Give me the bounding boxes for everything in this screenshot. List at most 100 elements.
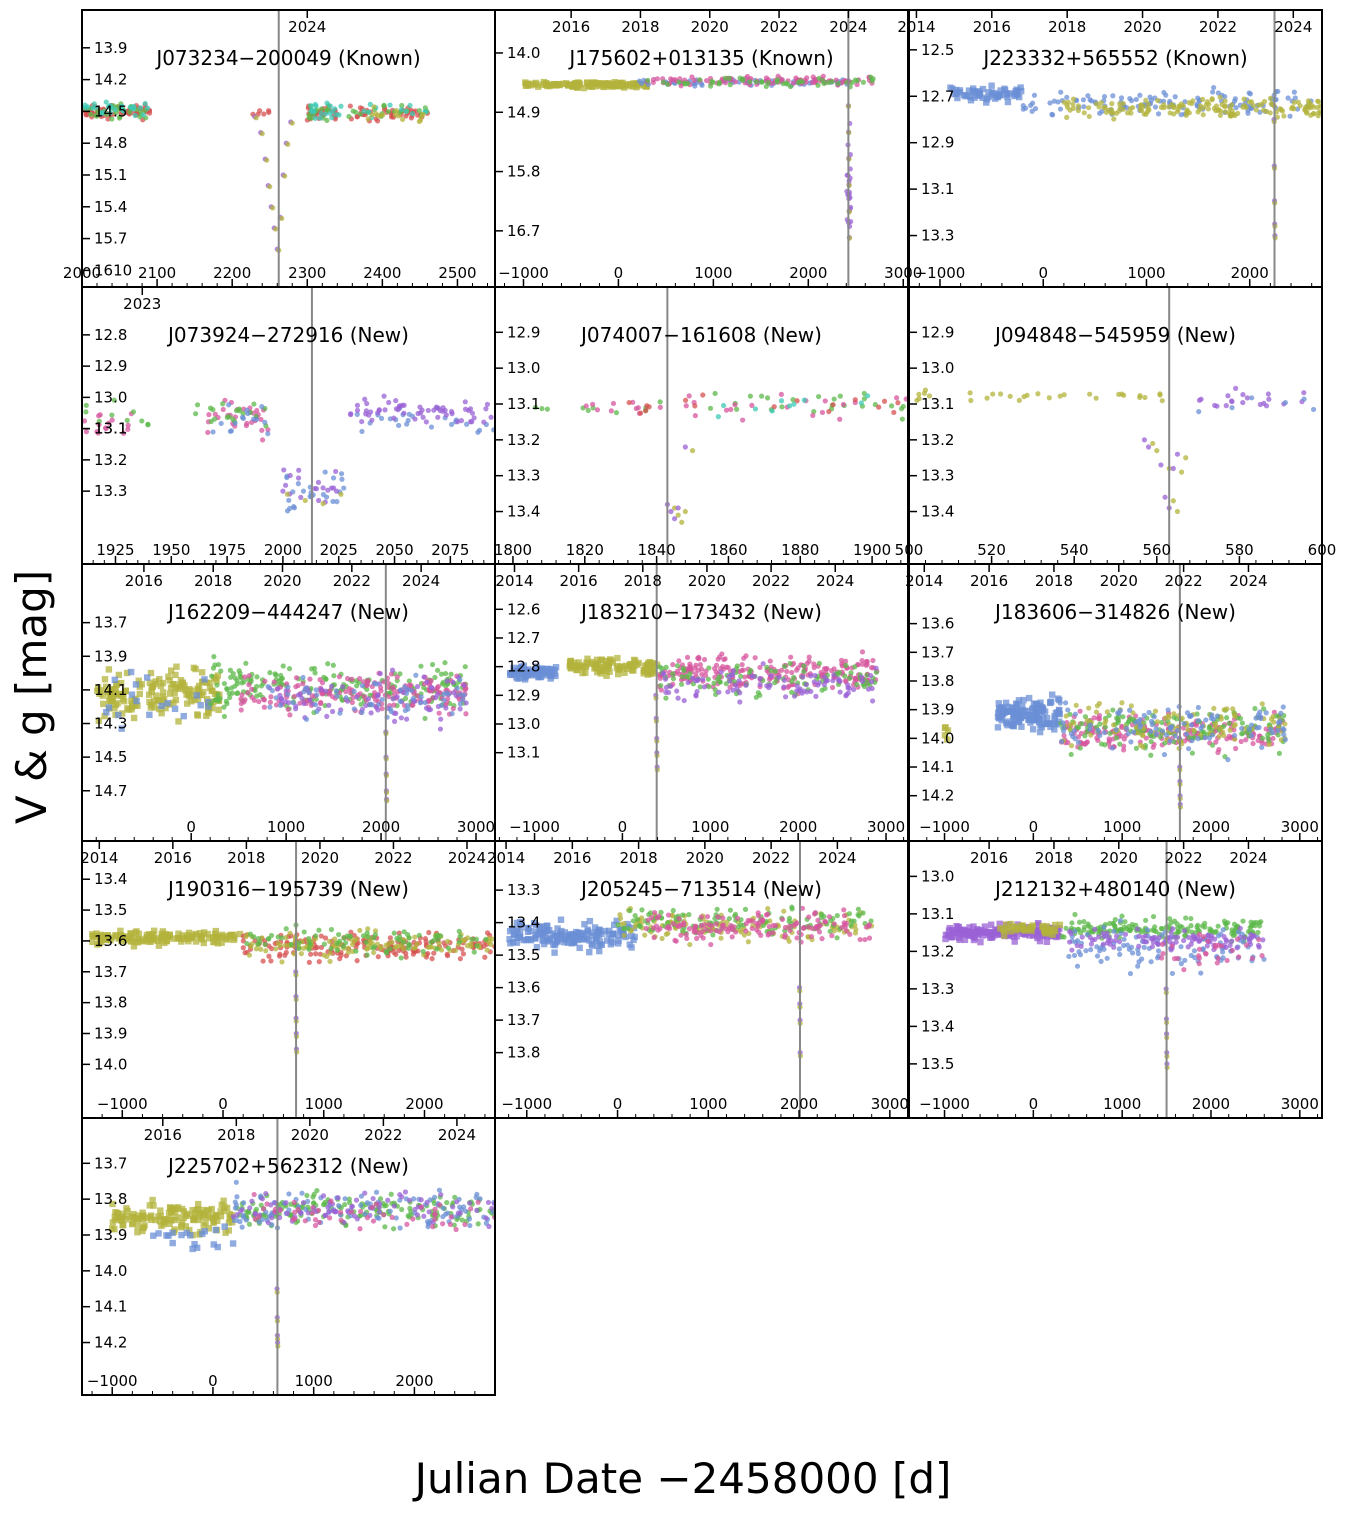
data-point-s1 [381, 103, 387, 109]
data-point-s4 [428, 684, 434, 690]
data-point-s2 [855, 912, 861, 918]
data-point-s0 [525, 936, 532, 943]
data-point-s1 [127, 668, 135, 676]
data-point-s3 [333, 468, 339, 475]
data-point-s1 [1064, 94, 1070, 100]
data-point-s0 [543, 927, 551, 935]
data-point-s0 [747, 393, 753, 399]
data-point-s0 [155, 696, 162, 704]
data-point-s2 [732, 911, 739, 917]
data-point-s5 [303, 685, 309, 691]
data-point-s2 [226, 690, 232, 697]
data-point-s0 [532, 922, 540, 929]
x-tick-label: 0 [614, 264, 624, 282]
data-point-s1 [944, 736, 951, 743]
data-point-s2 [1120, 106, 1126, 112]
data-point-s0 [899, 416, 905, 422]
data-point-s0 [612, 80, 619, 88]
data-point-s2 [378, 415, 385, 422]
data-point-s2 [1267, 95, 1274, 101]
data-point-s2 [1310, 406, 1317, 413]
data-point-s0 [545, 938, 552, 945]
x-tick-label: 520 [977, 541, 1006, 559]
data-points [94, 654, 469, 804]
data-point-s2 [259, 404, 265, 410]
data-point-s3 [407, 682, 413, 688]
data-point-s2 [468, 943, 474, 950]
top-year-label: 2016 [125, 572, 163, 590]
data-point-s2 [1143, 97, 1149, 103]
top-year-label: 2018 [1048, 18, 1086, 36]
data-point-s4 [693, 678, 699, 684]
data-point-s0 [598, 941, 606, 948]
y-tick-label: 15.8 [507, 163, 540, 181]
data-point-s3 [291, 693, 298, 699]
data-point-s0 [613, 410, 620, 416]
data-point-s3 [787, 927, 793, 933]
dip-point [675, 505, 681, 511]
data-point-s2 [327, 103, 333, 109]
data-point-s2 [345, 949, 351, 956]
data-point-s0 [135, 677, 142, 684]
data-point-s2 [1222, 98, 1228, 104]
data-point-s3 [1068, 751, 1074, 758]
dip-point [264, 157, 270, 163]
data-points [532, 390, 908, 525]
data-point-s2 [132, 112, 138, 118]
data-point-s1 [614, 662, 622, 670]
data-point-s2 [438, 671, 445, 677]
data-point-s3 [1110, 707, 1116, 713]
data-point-s3 [360, 933, 367, 939]
data-point-s0 [607, 935, 615, 942]
data-point-s3 [296, 945, 302, 951]
data-point-s2 [696, 654, 702, 660]
panel-7: 0 1000 2000 300013.713.914.114.314.514.7201… [81, 563, 496, 842]
data-point-s3 [861, 683, 868, 690]
data-point-s4 [1259, 701, 1265, 707]
data-point-s3 [386, 399, 392, 406]
data-point-s4 [328, 683, 335, 689]
data-point-s3 [778, 398, 785, 404]
panel-11: −1000 0 1000 2000 300013.313.413.513.613.713… [487, 840, 909, 1119]
data-point-s3 [1148, 752, 1154, 758]
data-point-s4 [725, 689, 731, 695]
data-point-s3 [387, 946, 393, 952]
x-axis-title: Julian Date −2458000 [d] [412, 1454, 952, 1503]
data-point-s1 [1292, 95, 1298, 101]
data-point-s0 [134, 939, 142, 946]
data-point-s0 [513, 939, 521, 946]
data-point-s5 [1270, 730, 1276, 736]
data-point-s2 [701, 656, 708, 663]
data-point-s3 [328, 945, 334, 952]
y-tick-label: 13.2 [921, 431, 954, 449]
data-point-s3 [373, 697, 379, 703]
y-tick-label: 15.7 [94, 230, 127, 248]
y-tick-label: 13.4 [94, 870, 127, 888]
x-tick-label: 3000 [867, 818, 905, 836]
data-point-s2 [418, 663, 424, 669]
data-point-s5 [285, 691, 291, 697]
data-point-s0 [990, 391, 996, 397]
data-point-s2 [1315, 113, 1321, 119]
top-year-label: 2024 [1229, 572, 1267, 590]
data-point-s5 [438, 702, 445, 708]
data-point-s0 [951, 90, 958, 98]
data-point-s2 [249, 941, 255, 947]
y-tick-label: 13.1 [507, 395, 540, 413]
y-tick-label: 13.0 [94, 388, 127, 406]
data-point-s1 [745, 939, 751, 945]
data-point-s4 [391, 718, 398, 724]
data-point-s5 [1280, 704, 1286, 710]
data-point-s0 [1021, 394, 1027, 400]
data-points [506, 904, 875, 1059]
y-tick-label: 12.9 [921, 134, 954, 152]
data-point-s4 [451, 690, 457, 696]
data-point-s2 [425, 944, 431, 950]
data-point-s0 [1056, 710, 1063, 718]
dip-point [1170, 498, 1176, 504]
data-point-s3 [857, 936, 863, 943]
data-point-s4 [800, 674, 806, 680]
data-point-s5 [1167, 738, 1173, 744]
data-point-s0 [216, 933, 224, 940]
top-year-label: 2016 [560, 572, 598, 590]
